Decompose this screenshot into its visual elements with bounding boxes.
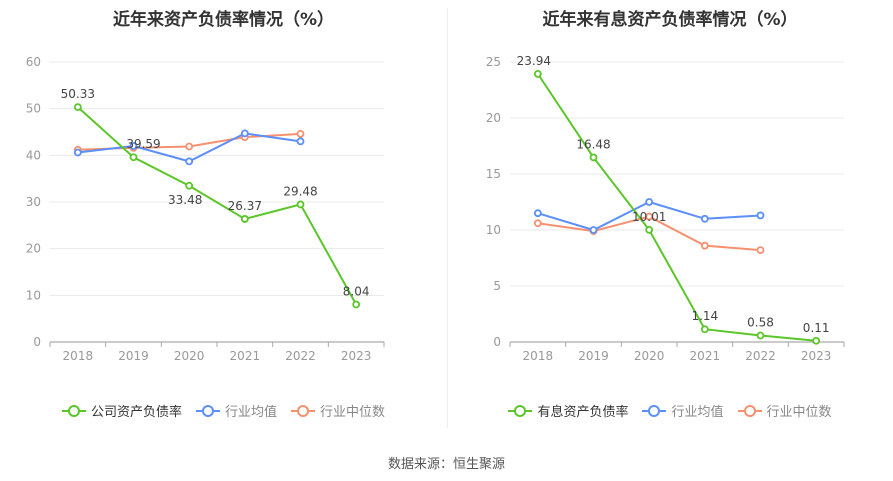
legend-marker-icon xyxy=(61,404,86,418)
y-tick-label: 40 xyxy=(26,148,41,162)
x-tick-label: 2019 xyxy=(578,349,609,363)
legend-item-industry-median[interactable]: 行业中位数 xyxy=(737,401,832,420)
legend-item-industry-median[interactable]: 行业中位数 xyxy=(291,401,385,420)
y-tick-label: 20 xyxy=(486,111,501,125)
data-source-note: 数据来源：恒生聚源 xyxy=(387,457,505,472)
chart-title: 近年来资产负债率情况（%） xyxy=(112,10,335,30)
y-tick-label: 25 xyxy=(486,55,501,69)
y-tick-label: 60 xyxy=(26,55,41,69)
x-tick-label: 2020 xyxy=(174,349,205,363)
data-point xyxy=(185,142,194,151)
data-point xyxy=(533,209,542,218)
y-tick-label: 5 xyxy=(493,279,501,293)
data-point xyxy=(73,103,82,112)
data-point xyxy=(645,198,654,206)
chart-title: 近年来有息资产负债率情况（%） xyxy=(542,10,798,30)
data-point xyxy=(700,325,709,334)
data-point xyxy=(756,211,765,220)
data-label: 10.01 xyxy=(632,210,666,224)
series-line xyxy=(77,106,358,305)
legend-label: 行业中位数 xyxy=(766,405,832,420)
y-tick-label: 15 xyxy=(486,167,501,181)
legend-item-industry-avg[interactable]: 行业均值 xyxy=(195,401,277,420)
data-label: 1.14 xyxy=(691,309,718,323)
legend-item-company[interactable]: 公司资产负债率 xyxy=(61,401,182,420)
legend-label: 行业均值 xyxy=(671,405,724,420)
x-tick-label: 2018 xyxy=(523,349,554,363)
data-label: 26.37 xyxy=(228,199,262,213)
data-label: 29.48 xyxy=(283,184,317,198)
y-tick-label: 10 xyxy=(486,223,501,237)
x-tick-label: 2023 xyxy=(341,349,372,363)
legend-marker-icon xyxy=(508,404,533,418)
x-tick-label: 2020 xyxy=(634,349,665,363)
legend-marker-icon xyxy=(737,404,762,418)
chart-left-panel: 近年来资产负债率情况（%） 0 10 20 30 40 50 60 2018 2019 2020 2… xyxy=(0,0,447,440)
data-point xyxy=(185,181,194,190)
data-point xyxy=(129,153,138,162)
x-tick-label: 2019 xyxy=(118,349,149,363)
data-point xyxy=(700,214,709,223)
data-label: 50.33 xyxy=(61,87,95,101)
legend-marker-icon xyxy=(195,404,220,418)
legend-label: 公司资产负债率 xyxy=(90,405,182,420)
data-point xyxy=(185,157,194,166)
data-label: 23.94 xyxy=(517,54,551,68)
y-tick-label: 0 xyxy=(33,335,41,349)
y-tick-label: 50 xyxy=(26,102,41,116)
chart-right-plot: 0 5 10 15 20 25 2018 2019 2020 2021 2022 2023 23.94 1… xyxy=(486,54,845,363)
y-tick-label: 10 xyxy=(26,288,41,302)
data-point xyxy=(73,148,82,157)
data-label: 16.48 xyxy=(576,137,610,151)
data-point xyxy=(296,129,305,138)
data-point xyxy=(589,153,598,162)
legend-marker-icon xyxy=(291,404,315,418)
chart-legend: 公司资产负债率 行业均值 行业中位数 xyxy=(0,401,447,420)
x-tick-label: 2018 xyxy=(63,349,94,363)
chart-right-panel: 近年来有息资产负债率情况（%） 0 5 10 15 20 25 2018 2019 2020 20… xyxy=(447,0,893,440)
x-tick-label: 2021 xyxy=(690,349,721,363)
data-point xyxy=(756,331,765,340)
panel-divider xyxy=(447,8,448,428)
legend-label: 行业中位数 xyxy=(320,405,386,420)
chart-left-plot: 0 10 20 30 40 50 60 2018 2019 2020 2021 2022 2023 50.… xyxy=(26,55,385,363)
data-label: 8.04 xyxy=(343,284,370,298)
y-tick-label: 30 xyxy=(26,195,41,209)
x-tick-label: 2022 xyxy=(285,349,316,363)
data-label: 33.48 xyxy=(168,193,202,207)
chart-legend: 有息资产负债率 行业均值 行业中位数 xyxy=(447,401,893,420)
data-point xyxy=(296,137,305,146)
data-point xyxy=(645,225,654,234)
series-line xyxy=(537,73,817,342)
data-label: 39.59 xyxy=(126,137,160,151)
data-point xyxy=(812,336,821,345)
x-tick-label: 2022 xyxy=(745,349,776,363)
data-point xyxy=(352,300,361,309)
data-point xyxy=(296,200,305,209)
legend-item-industry-avg[interactable]: 行业均值 xyxy=(642,401,724,420)
data-point xyxy=(589,226,598,234)
data-point xyxy=(240,129,249,138)
y-tick-label: 20 xyxy=(26,242,41,256)
legend-marker-icon xyxy=(642,404,667,418)
data-point xyxy=(700,241,709,250)
data-label: 0.58 xyxy=(747,316,774,330)
data-point xyxy=(533,219,542,228)
data-point xyxy=(129,142,138,150)
x-tick-label: 2023 xyxy=(801,349,832,363)
data-point xyxy=(240,215,249,223)
data-point xyxy=(645,212,654,221)
y-tick-label: 0 xyxy=(493,335,501,349)
legend-label: 行业均值 xyxy=(224,405,277,420)
data-point xyxy=(533,69,542,78)
legend-label: 有息资产负债率 xyxy=(537,405,629,420)
data-point xyxy=(756,246,765,255)
data-label: 0.11 xyxy=(803,321,830,335)
x-tick-label: 2021 xyxy=(230,349,261,363)
legend-item-company[interactable]: 有息资产负债率 xyxy=(508,401,628,420)
